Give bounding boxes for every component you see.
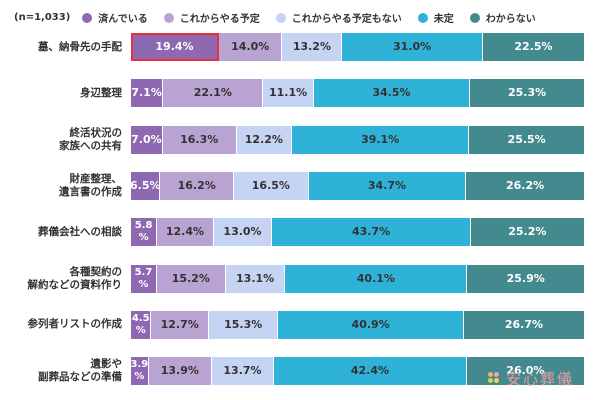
- legend-item: これからやる予定もない: [275, 10, 402, 25]
- bar-segment: 16.5%: [233, 171, 309, 200]
- legend-swatch: [163, 12, 174, 23]
- bar-segment: 16.3%: [162, 125, 237, 154]
- category-label: 墓、納骨先の手配: [38, 40, 122, 53]
- legend-swatch: [469, 12, 480, 23]
- category-label: 終活状況の 家族への共有: [59, 126, 122, 152]
- bar-segment: 40.1%: [285, 264, 468, 293]
- bar-segment: 14.0%: [218, 33, 283, 61]
- bar-row: 身辺整理 7.1% 22.1% 11.1% 34.5% 25.3%: [0, 79, 600, 108]
- legend-swatch: [417, 12, 428, 23]
- bar-segment: 6.5%: [131, 171, 161, 200]
- legend-item: わからない: [469, 10, 536, 25]
- bar-segment: 19.4%: [131, 33, 219, 61]
- bar-segment: 39.1%: [291, 125, 470, 154]
- legend-swatch: [82, 12, 93, 23]
- logo: 安心葬儀: [488, 368, 574, 389]
- category-label: 財産整理、 遺言書の作成: [59, 172, 122, 198]
- bar-segment: 7.1%: [131, 79, 164, 108]
- bar-row: 墓、納骨先の手配 19.4% 14.0% 13.2% 31.0% 22.5%: [0, 33, 600, 61]
- legend-item: 未定: [417, 10, 454, 25]
- bar-segment: 31.0%: [342, 33, 483, 61]
- bar-row: 財産整理、 遺言書の作成 6.5% 16.2% 16.5% 34.7% 26.2%: [0, 171, 600, 200]
- bar: 7.1% 22.1% 11.1% 34.5% 25.3%: [131, 79, 585, 108]
- bar-segment: 11.1%: [263, 79, 314, 108]
- category-label: 参列者リストの作成: [27, 318, 123, 331]
- bar-row: 遺影や 副葬品などの準備 3.9 % 13.9% 13.7% 42.4% 26.0%: [0, 357, 600, 386]
- bar-segment: 25.2%: [470, 218, 585, 247]
- bar-segment: 16.2%: [160, 171, 234, 200]
- bar-segment: 15.2%: [156, 264, 226, 293]
- legend: (n=1,033) 済んでいる これからやる予定 これからやる予定もない 未定 わからな…: [14, 10, 552, 25]
- legend-label: 未定: [433, 14, 454, 25]
- category-label: 遺影や 副葬品などの準備: [38, 358, 122, 384]
- bar-segment: 34.5%: [313, 79, 471, 108]
- bar-segment: 13.7%: [211, 357, 275, 386]
- bar-segment: 4.5 %: [131, 310, 152, 339]
- bar-segment: 22.5%: [482, 33, 585, 61]
- sample-size-note: (n=1,033): [14, 12, 71, 23]
- bar-segment: 26.0%: [466, 357, 585, 386]
- logo-text: 安心葬儀: [506, 370, 575, 388]
- bar-segment: 25.9%: [467, 264, 585, 293]
- legend-label: 済んでいる: [98, 14, 148, 25]
- bar-segment: 22.1%: [163, 79, 264, 108]
- bar-segment: 13.9%: [148, 357, 212, 386]
- bar: 6.5% 16.2% 16.5% 34.7% 26.2%: [131, 171, 585, 200]
- legend-item: 済んでいる: [82, 10, 148, 25]
- bar-segment: 25.5%: [469, 125, 585, 154]
- bar: 5.7 % 15.2% 13.1% 40.1% 25.9%: [131, 264, 585, 293]
- bar-segment: 5.8 %: [131, 218, 158, 247]
- legend-item: これからやる予定: [163, 10, 260, 25]
- legend-label: これからやる予定: [179, 14, 260, 25]
- bar-segment: 42.4%: [274, 357, 467, 386]
- bar-segment: 12.2%: [236, 125, 292, 154]
- bar-segment: 26.2%: [466, 171, 585, 200]
- legend-label: わからない: [485, 14, 536, 25]
- bar: 4.5 % 12.7% 15.3% 40.9% 26.7%: [131, 310, 585, 339]
- category-label: 葬儀会社への相談: [38, 225, 122, 238]
- bar-segment: 13.1%: [225, 264, 286, 293]
- bar-row: 葬儀会社への相談 5.8 % 12.4% 13.0% 43.7% 25.2%: [0, 218, 600, 247]
- bar-row: 各種契約の 解約などの資料作り 5.7 % 15.2% 13.1% 40.1% 25.9%: [0, 264, 600, 293]
- bar-segment: 15.3%: [209, 310, 279, 339]
- bar: 7.0% 16.3% 12.2% 39.1% 25.5%: [131, 125, 585, 154]
- bar-segment: 25.3%: [470, 79, 585, 108]
- bar-segment: 5.7 %: [131, 264, 157, 293]
- bar-segment: 40.9%: [278, 310, 464, 339]
- bar-row: 参列者リストの作成 4.5 % 12.7% 15.3% 40.9% 26.7%: [0, 310, 600, 339]
- legend-swatch: [275, 12, 286, 23]
- bar-segment: 7.0%: [131, 125, 163, 154]
- flower-icon: [488, 371, 502, 386]
- bar-segment: 13.2%: [282, 33, 343, 61]
- legend-label: これからやる予定もない: [291, 14, 402, 25]
- category-label: 各種契約の 解約などの資料作り: [27, 265, 123, 291]
- bar-segment: 26.7%: [463, 310, 585, 339]
- bar-segment: 13.0%: [213, 218, 273, 247]
- bar-row: 終活状況の 家族への共有 7.0% 16.3% 12.2% 39.1% 25.5%: [0, 125, 600, 154]
- bar-segment: 34.7%: [308, 171, 467, 200]
- bar: 5.8 % 12.4% 13.0% 43.7% 25.2%: [131, 218, 585, 247]
- category-label: 身辺整理: [80, 86, 122, 99]
- bar-segment: 12.7%: [151, 310, 209, 339]
- bar: 19.4% 14.0% 13.2% 31.0% 22.5%: [131, 33, 585, 61]
- bar-segment: 43.7%: [272, 218, 471, 247]
- bar-segment: 3.9 %: [131, 357, 149, 386]
- bar: 3.9 % 13.9% 13.7% 42.4% 26.0%: [131, 357, 585, 386]
- bar-segment: 12.4%: [157, 218, 214, 247]
